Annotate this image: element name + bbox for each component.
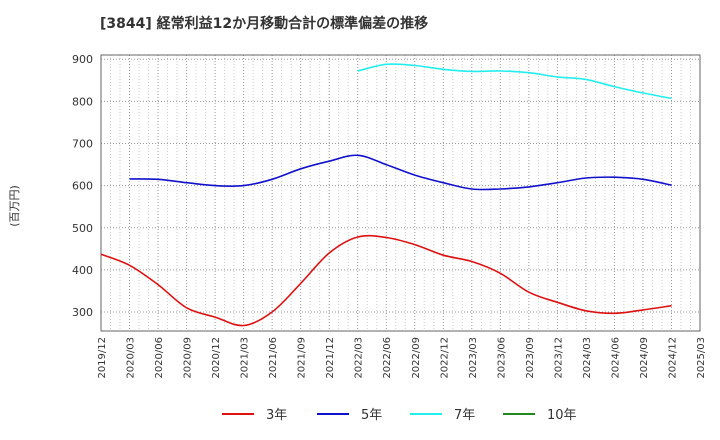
legend: 3年 5年 7年 10年 xyxy=(222,408,577,423)
x-tick-label: 2023/12 xyxy=(553,337,564,379)
chart-title: [3844] 経常利益12か月移動合計の標準偏差の推移 xyxy=(100,15,428,32)
x-tick-label: 2021/09 xyxy=(297,337,308,379)
series-line-2 xyxy=(129,154,672,191)
plot-area: 300 400 500 600 700 800 900 2019/12 2020/03 2020/… xyxy=(72,53,707,378)
x-tick-label: 2024/06 xyxy=(610,337,621,379)
y-tick-label: 600 xyxy=(72,180,93,193)
legend-label-1: 3年 xyxy=(266,408,287,423)
y-tick-label: 800 xyxy=(72,95,93,108)
x-tick-label: 2022/12 xyxy=(439,337,450,379)
x-tick-label: 2023/09 xyxy=(525,337,536,379)
x-tick-label: 2022/09 xyxy=(411,337,422,379)
y-tick-label: 700 xyxy=(72,137,93,150)
x-tick-label: 2019/12 xyxy=(97,337,108,379)
legend-label-3: 7年 xyxy=(454,408,475,423)
x-tick-label: 2023/03 xyxy=(468,337,479,379)
x-tick-label: 2025/03 xyxy=(696,337,707,379)
legend-label-2: 5年 xyxy=(361,408,382,423)
y-tick-label: 400 xyxy=(72,264,93,277)
x-tick-label: 2021/06 xyxy=(268,337,279,379)
plot-frame xyxy=(100,54,701,332)
legend-label-4: 10年 xyxy=(547,408,577,423)
x-tick-label: 2020/12 xyxy=(211,337,222,379)
series-line-3 xyxy=(357,63,672,100)
x-tick-label: 2021/03 xyxy=(240,337,251,379)
x-tick-label: 2022/06 xyxy=(382,337,393,379)
x-tick-label: 2024/03 xyxy=(582,337,593,379)
x-tick-label: 2022/03 xyxy=(354,337,365,379)
x-tick-label: 2021/12 xyxy=(325,337,336,379)
x-tick-label: 2020/03 xyxy=(126,337,137,379)
y-tick-label: 900 xyxy=(72,53,93,66)
x-tick-label: 2020/06 xyxy=(154,337,165,379)
y-tick-label: 500 xyxy=(72,222,93,235)
x-tick-label: 2023/06 xyxy=(496,337,507,379)
y-axis-label: (百万円) xyxy=(8,185,21,227)
series-line-1 xyxy=(100,234,672,327)
x-tick-label: 2020/09 xyxy=(183,337,194,379)
plot-background xyxy=(101,55,700,331)
x-tick-label: 2024/12 xyxy=(667,337,678,379)
y-tick-label: 300 xyxy=(72,306,93,319)
x-tick-label: 2024/09 xyxy=(639,337,650,379)
